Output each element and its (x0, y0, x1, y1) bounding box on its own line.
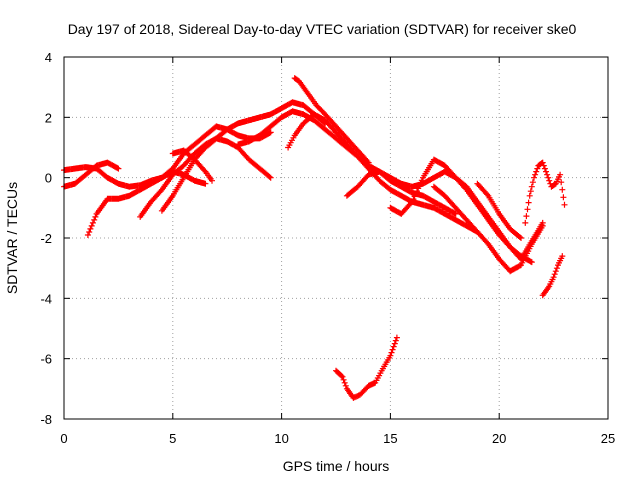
x-tick-label: 10 (274, 431, 288, 446)
series-markers (387, 156, 546, 263)
series-markers (158, 99, 329, 214)
series-markers (333, 334, 400, 401)
y-tick-label: -2 (40, 231, 52, 246)
series-markers (169, 147, 215, 184)
series-markers (235, 108, 459, 217)
x-axis-label: GPS time / hours (283, 458, 390, 474)
y-tick-label: 0 (45, 171, 52, 186)
y-tick-label: -8 (40, 412, 52, 427)
series-markers (61, 159, 122, 190)
x-tick-label: 15 (383, 431, 397, 446)
series-arc-5 (158, 99, 329, 214)
x-tick-label: 20 (492, 431, 506, 446)
y-tick-label: -6 (40, 352, 52, 367)
y-tick-label: 4 (45, 50, 52, 65)
data-marks (61, 75, 568, 401)
y-tick-label: 2 (45, 110, 52, 125)
y-tick-labels: -8 -6 -4 -2 0 2 4 (40, 50, 52, 427)
x-tick-label: 0 (60, 431, 67, 446)
y-tick-label: -4 (40, 291, 52, 306)
series-arc-9 (291, 75, 372, 166)
series-arc-15 (539, 253, 566, 299)
series-arc-14 (522, 159, 568, 226)
series-arc-12 (430, 183, 546, 275)
series-markers (522, 159, 568, 226)
series-arc-7 (235, 108, 459, 217)
series-arc-6 (169, 147, 215, 184)
x-tick-labels: 0 5 10 15 20 25 (60, 431, 615, 446)
series-arc-10 (343, 168, 535, 266)
series-markers (343, 168, 535, 266)
series-markers (430, 183, 546, 275)
series-markers (474, 180, 524, 241)
x-tick-label: 5 (169, 431, 176, 446)
series-markers (539, 253, 566, 299)
series-arc-11 (387, 156, 546, 263)
chart-title: Day 197 of 2018, Sidereal Day-to-day VTE… (68, 21, 577, 37)
x-tick-label: 25 (601, 431, 615, 446)
grid (64, 57, 608, 419)
series-arc-13 (474, 180, 524, 241)
axis-ticks (63, 56, 609, 420)
y-axis-label: SDTVAR / TECUs (4, 182, 20, 294)
series-arc-2 (61, 159, 122, 190)
series-markers (291, 75, 372, 166)
series-arc-16 (333, 334, 400, 401)
